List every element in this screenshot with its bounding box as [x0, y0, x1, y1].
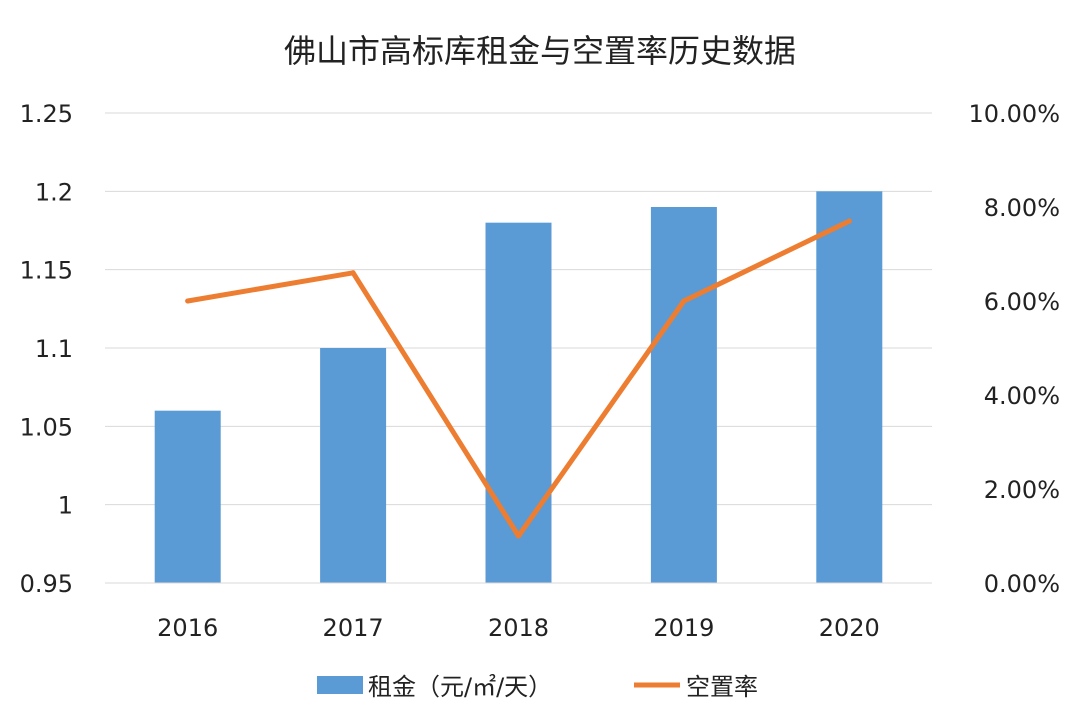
legend-label-rent: 租金（元/㎡/天）	[368, 673, 552, 701]
x-axis-tick-label: 2016	[157, 614, 218, 642]
left-axis-tick-label: 1.1	[35, 335, 73, 363]
left-axis-tick-label: 1.05	[20, 413, 73, 441]
left-axis-tick-label: 1.2	[35, 178, 73, 206]
legend-swatch-rent	[317, 676, 363, 694]
x-axis-tick-label: 2020	[819, 614, 880, 642]
right-axis-tick-label: 10.00%	[968, 100, 1060, 128]
bar-2019	[650, 207, 717, 583]
right-axis-tick-label: 4.00%	[984, 382, 1060, 410]
bar-2017	[320, 348, 387, 583]
left-axis-tick-label: 1	[58, 492, 73, 520]
x-axis-tick-label: 2019	[653, 614, 714, 642]
left-axis: 0.95 1 1.05 1.1 1.15 1.2 1.25	[20, 100, 73, 598]
x-axis: 2016 2017 2018 2019 2020	[105, 582, 932, 642]
x-axis-tick-label: 2017	[323, 614, 384, 642]
bar-series	[154, 191, 883, 584]
right-axis-tick-label: 6.00%	[984, 288, 1060, 316]
line-series	[185, 218, 852, 539]
line-point-2019	[681, 298, 687, 304]
bar-2018	[485, 222, 552, 583]
bar-2020	[816, 191, 883, 584]
line-point-2020	[846, 218, 852, 224]
legend-label-vacancy: 空置率	[686, 673, 758, 701]
right-axis: 0.00% 2.00% 4.00% 6.00% 8.00% 10.00%	[968, 100, 1060, 598]
bar-2016	[154, 410, 221, 583]
left-axis-tick-label: 1.25	[20, 100, 73, 128]
x-axis-tick-label: 2018	[488, 614, 549, 642]
line-point-2017	[350, 270, 356, 276]
right-axis-tick-label: 0.00%	[984, 570, 1060, 598]
legend: 租金（元/㎡/天） 空置率	[317, 673, 758, 701]
line-point-2016	[185, 298, 191, 304]
line-point-2018	[516, 533, 521, 539]
left-axis-tick-label: 0.95	[20, 570, 73, 598]
chart-title: 佛山市高标库租金与空置率历史数据	[284, 32, 796, 70]
left-axis-tick-label: 1.15	[20, 257, 73, 285]
right-axis-tick-label: 8.00%	[984, 194, 1060, 222]
right-axis-tick-label: 2.00%	[984, 476, 1060, 504]
